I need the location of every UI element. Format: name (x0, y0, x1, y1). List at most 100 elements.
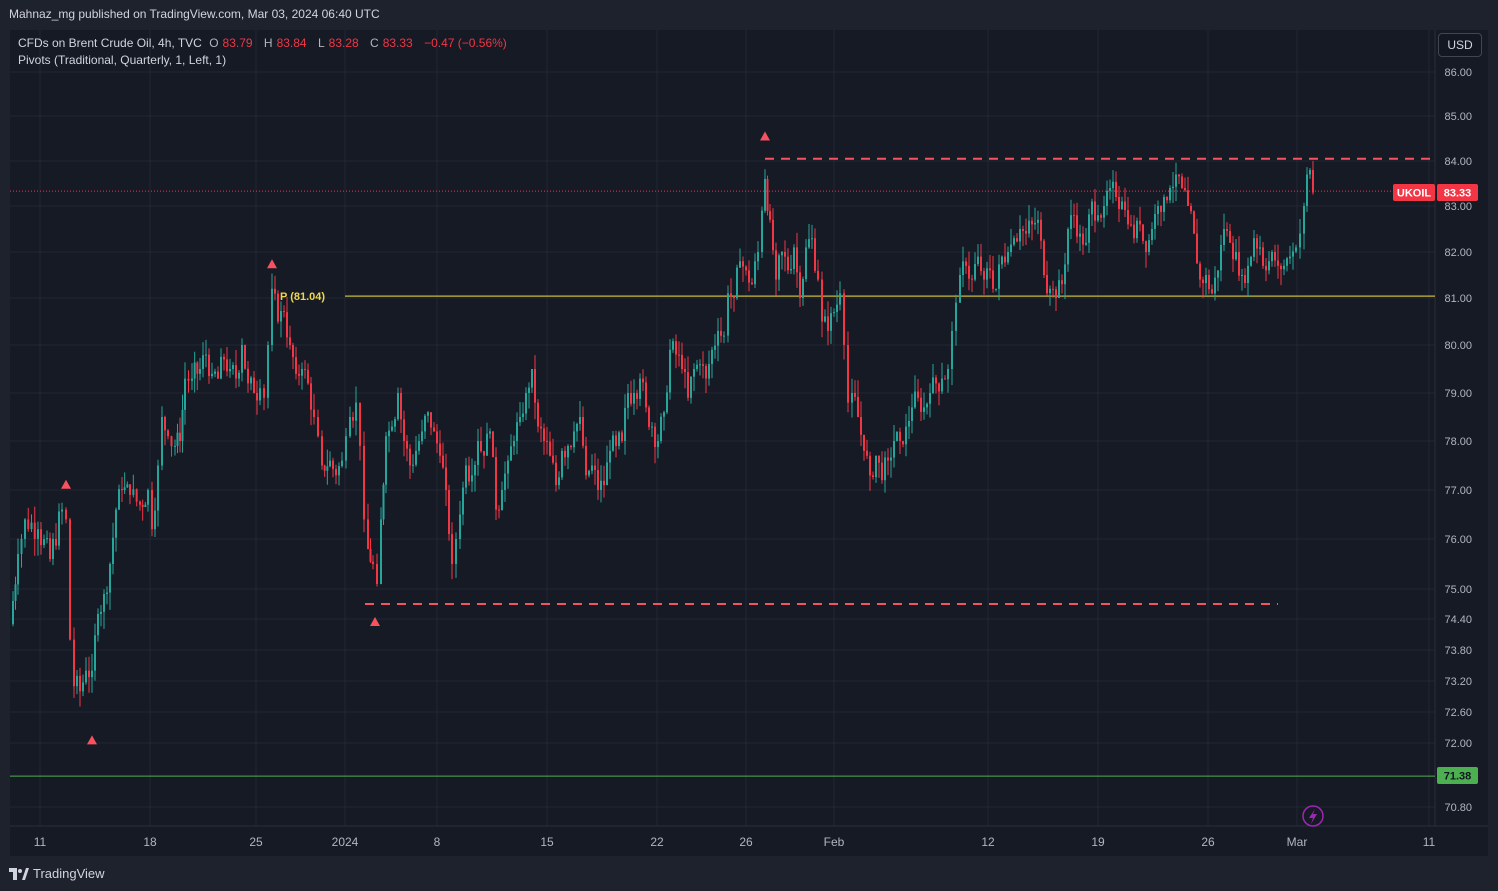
candle (968, 251, 970, 291)
candle-body (959, 275, 961, 303)
candle-body (474, 464, 476, 476)
candle (468, 456, 470, 486)
candle (332, 457, 334, 478)
candle-body (890, 457, 892, 461)
candle (1016, 233, 1018, 243)
candle-body (421, 431, 423, 442)
candle (439, 430, 441, 464)
time-axis-label: 19 (1091, 835, 1105, 849)
candle (833, 308, 835, 317)
candle (220, 348, 222, 380)
legend-indicator[interactable]: Pivots (Traditional, Quarterly, 1, Left,… (18, 53, 227, 67)
candle-body (678, 354, 680, 356)
candle (977, 244, 979, 267)
brand[interactable]: TradingView (9, 866, 105, 881)
price-axis-label: 83.00 (1444, 201, 1472, 213)
candle (205, 339, 207, 368)
chart-legend: CFDs on Brent Crude Oil, 4h, TVC O 83.79 … (18, 35, 511, 69)
candle-body (256, 393, 258, 401)
candle (489, 428, 491, 439)
candle-body (1190, 206, 1192, 212)
candle-body (986, 268, 988, 280)
candle-body (579, 417, 581, 424)
candle (1013, 235, 1015, 247)
candle-body (135, 489, 138, 502)
candle-body (666, 392, 668, 413)
candle-body (448, 490, 450, 535)
candle-body (693, 369, 695, 377)
candle (1289, 245, 1291, 265)
candle (1067, 227, 1069, 272)
candle-body (781, 252, 783, 256)
candle (902, 440, 904, 448)
candle-body (507, 460, 509, 474)
candle (633, 379, 635, 415)
candle (687, 356, 689, 401)
candle-body (326, 466, 329, 471)
candle-body (920, 397, 922, 412)
candle-body (1124, 201, 1126, 211)
candle-body (1079, 233, 1081, 237)
candle-body (564, 450, 566, 458)
candle-body (675, 341, 677, 355)
candle-body (784, 252, 786, 257)
candle (651, 422, 653, 437)
candle-body (951, 330, 953, 369)
candle-body (37, 529, 39, 539)
candle (932, 364, 934, 395)
candle-body (406, 441, 408, 449)
reference-lines: P (81.04) (10, 157, 1435, 777)
candle (76, 669, 78, 695)
candle-body (295, 357, 297, 374)
currency-button[interactable]: USD (1438, 33, 1482, 57)
candle-body (696, 364, 698, 369)
candle (232, 362, 234, 375)
candle-body (955, 302, 957, 331)
candle (944, 375, 946, 380)
candle-body (259, 388, 261, 401)
candle-body (597, 469, 599, 490)
candle (421, 419, 423, 445)
candle-body (100, 611, 102, 614)
candle-body (1220, 244, 1222, 271)
candle (893, 425, 895, 468)
lightning-icon[interactable] (1302, 805, 1324, 827)
candle (660, 413, 662, 444)
candle (1043, 238, 1045, 278)
candle-body (424, 415, 426, 432)
support-level-value: 71.38 (1444, 771, 1472, 783)
candle-body (1256, 238, 1258, 249)
candle (872, 471, 874, 480)
candle-body (510, 446, 512, 461)
candle (367, 503, 369, 550)
candle-body (839, 293, 841, 305)
candle-body (805, 247, 807, 280)
candle (1306, 167, 1308, 212)
candle (167, 429, 169, 440)
publisher-text: Mahnaz_mg published on TradingView.com, … (9, 7, 380, 21)
candle (256, 380, 258, 415)
candle (46, 530, 48, 544)
legend-symbol[interactable]: CFDs on Brent Crude Oil, 4h, TVC (18, 36, 202, 50)
price-axis-label: 79.00 (1444, 388, 1472, 400)
candle-body (1193, 211, 1195, 234)
candle-body (235, 365, 237, 379)
candle (37, 521, 39, 556)
candle (1091, 198, 1093, 226)
candle-body (253, 377, 255, 393)
candle (486, 422, 488, 456)
candle-body (639, 378, 641, 399)
candle (1088, 208, 1090, 254)
candle-body (82, 682, 84, 692)
candle-body (687, 372, 689, 398)
candle-body (115, 509, 117, 538)
candle (582, 406, 584, 449)
candle (250, 375, 252, 391)
candle-body (860, 417, 862, 435)
candle (313, 394, 315, 425)
candle-body (211, 373, 213, 377)
candle (465, 457, 467, 495)
candle-body (546, 441, 548, 442)
candle-body (938, 383, 940, 392)
